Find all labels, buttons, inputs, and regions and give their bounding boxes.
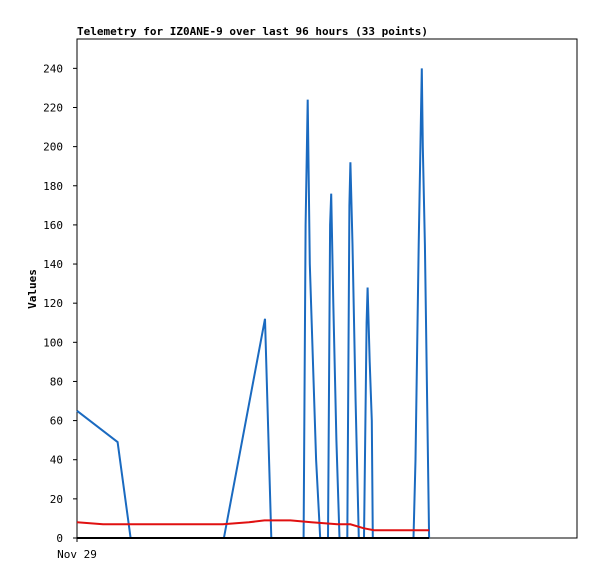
y-tick-label: 100 [43, 336, 63, 349]
series-layer [76, 68, 431, 539]
y-tick-label: 60 [50, 415, 63, 428]
y-tick-label: 140 [43, 258, 63, 271]
y-tick-label: 40 [50, 454, 63, 467]
chart-title: Telemetry for IZ0ANE-9 over last 96 hour… [77, 25, 428, 38]
y-tick-label: 120 [43, 297, 63, 310]
y-tick-label: 240 [43, 62, 63, 75]
series-line-red [76, 519, 430, 532]
y-axis-label: Values [26, 269, 39, 309]
y-tick-label: 180 [43, 180, 63, 193]
y-tick-label: 20 [50, 493, 63, 506]
y-tick-label: 220 [43, 101, 63, 114]
y-tick-label: 80 [50, 375, 63, 388]
x-axis: Nov 29 [57, 538, 97, 561]
y-tick-label: 0 [56, 532, 63, 545]
y-tick-label: 160 [43, 219, 63, 232]
y-axis: 0 20 40 60 80 100 120 140 160 180 200 220 240 [43, 62, 77, 545]
x-tick-label: Nov 29 [57, 548, 97, 561]
plot-frame [76, 38, 578, 539]
y-tick-label: 200 [43, 141, 63, 154]
